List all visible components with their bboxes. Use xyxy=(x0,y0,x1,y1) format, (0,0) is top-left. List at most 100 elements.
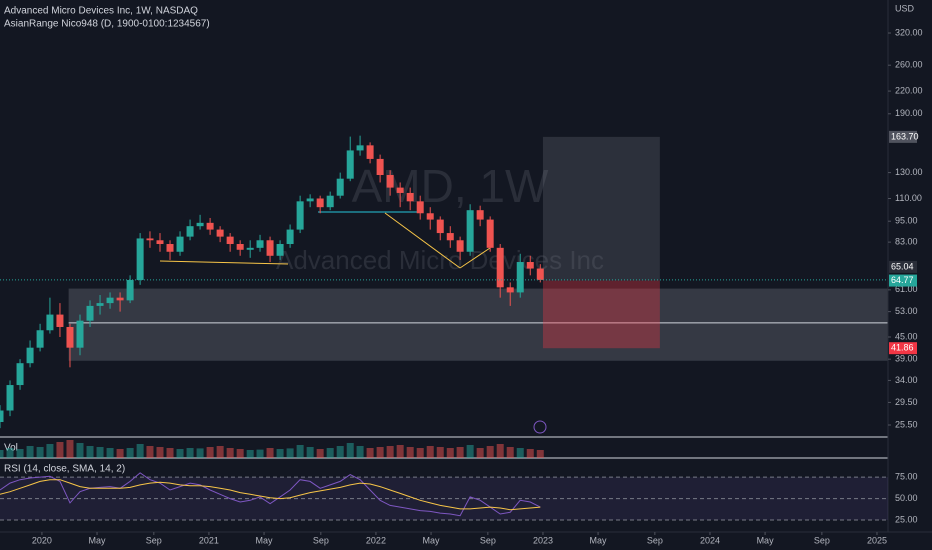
volume-bar xyxy=(536,450,544,458)
candle-body xyxy=(196,222,204,227)
volume-bar xyxy=(456,447,464,458)
candle-body xyxy=(276,244,284,256)
candle-body xyxy=(506,287,514,293)
candle-body xyxy=(256,240,264,248)
title: Advanced Micro Devices Inc, 1W, NASDAQ xyxy=(4,6,198,17)
y-tick-label: 29.50 xyxy=(895,397,918,407)
y-tick-label: 110.00 xyxy=(895,193,922,203)
volume-bar xyxy=(286,448,294,458)
volume-bar xyxy=(6,448,14,458)
y-tick-label: 34.00 xyxy=(895,375,918,385)
x-tick-label: 2021 xyxy=(199,535,219,545)
candle-body xyxy=(426,213,434,220)
volume-bar xyxy=(116,449,124,458)
volume-bar xyxy=(266,448,274,458)
y-tick-label: 45.00 xyxy=(895,331,918,341)
candle-body xyxy=(516,262,524,293)
candle-body xyxy=(206,222,214,230)
last-price-label: 65.04 xyxy=(891,261,914,271)
y-tick-label: 61.00 xyxy=(895,284,918,294)
volume-bar xyxy=(156,447,164,458)
volume-bar xyxy=(216,446,224,458)
x-tick-label: May xyxy=(757,535,775,545)
volume-bar xyxy=(86,446,94,458)
candle-body xyxy=(526,262,534,269)
volume-bar xyxy=(496,444,504,458)
volume-bar xyxy=(36,447,44,458)
x-tick-label: 2023 xyxy=(533,535,553,545)
candle-body xyxy=(176,236,184,252)
candle-body xyxy=(0,410,4,422)
volume-bar xyxy=(0,450,4,458)
candle-body xyxy=(306,198,314,202)
rsi-tick-label: 75.00 xyxy=(895,472,918,482)
subtitle: AsianRange Nico948 (D, 1900-0100:1234567… xyxy=(4,19,210,30)
entry-label: 64.77 xyxy=(891,275,914,285)
volume-bar xyxy=(16,449,24,458)
stop-box xyxy=(542,280,660,349)
volume-bar xyxy=(396,445,404,458)
candle-body xyxy=(76,320,84,348)
volume-bar xyxy=(126,448,134,458)
y-tick-label: 220.00 xyxy=(895,85,923,95)
x-tick-label: 2025 xyxy=(867,535,887,545)
volume-bar xyxy=(176,449,184,458)
event-icon[interactable] xyxy=(533,420,547,434)
x-tick-label: 2020 xyxy=(32,535,52,545)
candle-body xyxy=(346,150,354,179)
candle-body xyxy=(296,201,304,230)
y-tick-label: 39.00 xyxy=(895,354,918,364)
candle-body xyxy=(146,238,154,241)
candle-body xyxy=(116,297,124,301)
candle-body xyxy=(496,247,504,288)
volume-bar xyxy=(376,447,384,458)
candle-body xyxy=(166,244,174,252)
volume-bar xyxy=(206,447,214,458)
trendline xyxy=(459,247,491,269)
candle-body xyxy=(286,229,294,245)
volume-bar xyxy=(506,447,514,458)
x-tick-label: Sep xyxy=(480,535,496,545)
candle-body xyxy=(446,233,454,241)
volume-bar xyxy=(196,448,204,458)
candle-body xyxy=(386,175,394,188)
volume-bar xyxy=(426,446,434,458)
candle-body xyxy=(336,178,344,196)
candle-body xyxy=(326,195,334,208)
volume-bar xyxy=(366,448,374,458)
x-tick-label: Sep xyxy=(814,535,830,545)
volume-bar xyxy=(356,446,364,458)
volume-bar xyxy=(346,443,354,458)
last-price-label-box xyxy=(889,260,917,273)
candle-body xyxy=(66,326,74,348)
x-tick-label: May xyxy=(89,535,107,545)
candle-body xyxy=(216,229,224,237)
volume-bar xyxy=(226,448,234,458)
candle-body xyxy=(316,198,324,208)
volume-bar xyxy=(96,447,104,458)
candle-body xyxy=(476,210,484,220)
volume-bar xyxy=(136,444,144,458)
volume-bar xyxy=(26,446,34,458)
y-tick-label: 53.00 xyxy=(895,306,918,316)
candle-body xyxy=(6,385,14,411)
candle-body xyxy=(36,330,44,348)
candle-body xyxy=(16,363,24,386)
candle-body xyxy=(106,297,114,304)
target-box xyxy=(542,136,660,281)
volume-bar xyxy=(296,445,304,458)
candle-body xyxy=(186,226,194,237)
x-tick-label: 2024 xyxy=(700,535,720,545)
candle-body xyxy=(396,187,404,193)
x-tick-label: Sep xyxy=(313,535,329,545)
candle-body xyxy=(56,314,64,327)
candle-body xyxy=(416,201,424,214)
candle-body xyxy=(266,240,274,256)
rsi-tick-label: 25.00 xyxy=(895,514,918,524)
volume-bar xyxy=(526,449,534,458)
volume-bar xyxy=(516,448,524,458)
volume-bar xyxy=(316,449,324,458)
target-label-box xyxy=(889,130,917,143)
volume-bar xyxy=(56,442,64,458)
